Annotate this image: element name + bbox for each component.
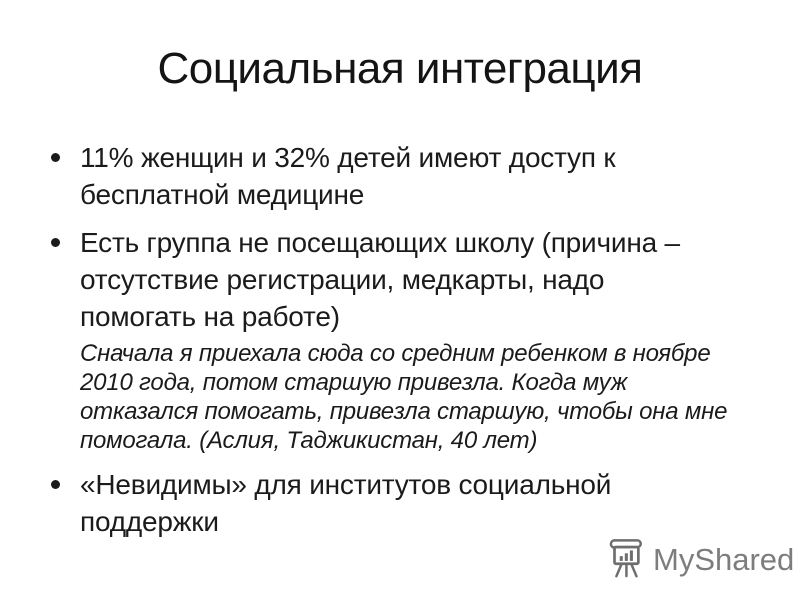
bullet-line: помогать на работе): [80, 301, 340, 332]
quote-line: 2010 года, потом старшую привезла. Когда…: [80, 369, 628, 396]
watermark-logo: MyShared: [604, 537, 794, 581]
bullet-line: отсутствие регистрации, медкарты, надо: [80, 264, 605, 295]
bullet-line: поддержки: [80, 506, 219, 537]
bullet-line: «Невидимы» для институтов социальной: [80, 469, 612, 500]
watermark-label: MyShared: [653, 541, 795, 577]
slide-title: Социальная интеграция: [157, 44, 643, 93]
bullet-line: Есть группа не посещающих школу (причина…: [80, 227, 680, 258]
quote-line: отказался помогать, привезла старшую, чт…: [80, 398, 728, 425]
bullet-dot-icon: [51, 238, 60, 247]
bullet-dot-icon: [51, 153, 60, 162]
bullet-item: Есть группа не посещающих школу (причина…: [50, 224, 765, 455]
bullet-list: 11% женщин и 32% детей имеют доступ к бе…: [50, 139, 765, 551]
bullet-item: 11% женщин и 32% детей имеют доступ к бе…: [50, 139, 765, 213]
bullet-line: 11% женщин и 32% детей имеют доступ к: [80, 142, 616, 173]
quote-line: помогала. (Аслия, Таджикистан, 40 лет): [80, 427, 538, 454]
quote-block: Сначала я приехала сюда со средним ребен…: [80, 339, 765, 455]
presentation-flipchart-icon: [609, 539, 642, 578]
bullet-line: бесплатной медицине: [80, 179, 365, 210]
quote-line: Сначала я приехала сюда со средним ребен…: [80, 340, 711, 367]
bullet-item: «Невидимы» для институтов социальной под…: [50, 466, 765, 540]
bullet-dot-icon: [51, 480, 60, 489]
